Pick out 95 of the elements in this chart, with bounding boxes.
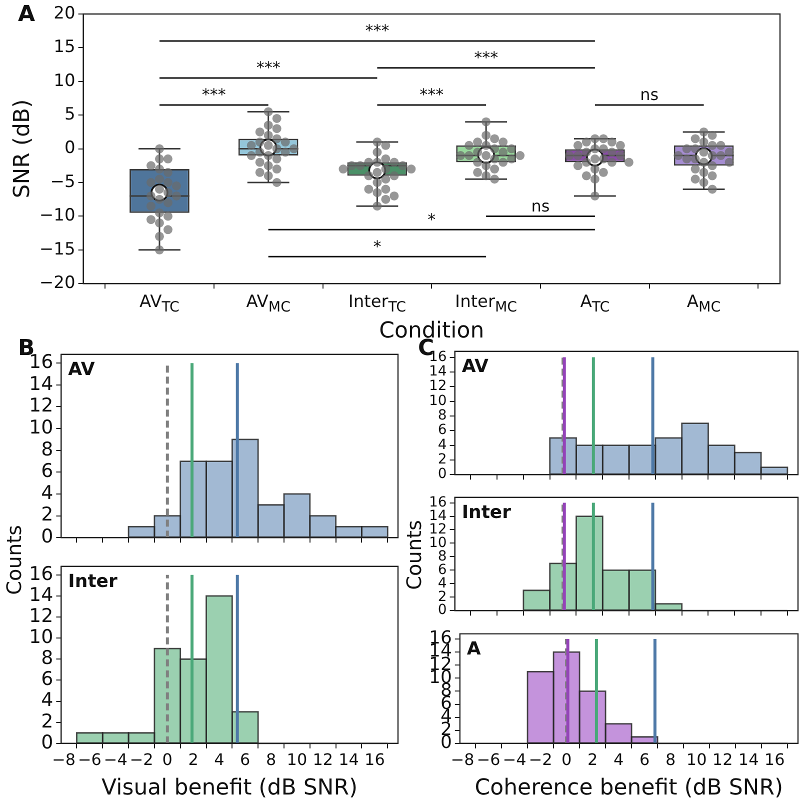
x-tick-label: Inter$_{TC}$ (348, 292, 406, 316)
y-tick-label: 4 (438, 436, 447, 453)
y-tick-label: 2 (438, 588, 447, 605)
x-tick-label: 2 (587, 750, 598, 770)
annotation: * (428, 210, 436, 229)
y-tick-label: 10 (28, 416, 54, 438)
annotation: ns (531, 196, 550, 216)
y-tick-label: 14 (28, 372, 54, 395)
y-tick-label: 16 (28, 562, 54, 585)
x-tick-label: 6 (639, 750, 650, 770)
y-tick-label: 10 (428, 534, 447, 551)
x-tick-label: Inter$_{MC}$ (455, 292, 518, 316)
y-tick-label: 14 (428, 508, 447, 524)
chart-subtitle: AV (68, 359, 95, 380)
x-tick-label: −6 (476, 750, 500, 770)
x-tick-label: −6 (78, 750, 102, 770)
y-tick-label: 14 (428, 364, 447, 380)
x-tick-label: 2 (188, 750, 198, 770)
y-tick-label: 4 (41, 689, 54, 712)
y-tick-label: 12 (28, 394, 54, 417)
x-tick-label: −4 (104, 750, 128, 770)
x-axis-title: Visual benefit (dB SNR) (102, 776, 358, 801)
x-tick-label: 14 (338, 750, 359, 770)
x-tick-label: −8 (450, 750, 474, 770)
y-tick-label: 5 (64, 104, 76, 125)
x-tick-label: −8 (52, 750, 76, 770)
y-tick-label: 16 (428, 494, 447, 510)
x-tick-label: 12 (712, 750, 733, 770)
y-tick-label: 2 (41, 710, 54, 732)
y-tick-label: 6 (438, 422, 447, 438)
annotation: * (373, 236, 382, 256)
annotation: ns (640, 85, 659, 104)
x-tick-label: 14 (738, 750, 759, 770)
y-tick-label: 0 (41, 731, 54, 754)
x-tick-label: 16 (764, 750, 785, 770)
y-tick-label: −10 (39, 206, 76, 226)
chart-subtitle: Inter (462, 502, 512, 524)
y-tick-label: 4 (41, 482, 54, 504)
y-tick-label: 12 (428, 378, 447, 394)
annotation: *** (202, 85, 226, 104)
y-tick-label: 8 (41, 647, 54, 670)
y-tick-label: 0 (438, 602, 447, 618)
annotation: *** (474, 48, 498, 68)
y-tick-label: 8 (41, 438, 54, 460)
x-axis-title: Coherence benefit (dB SNR) (474, 776, 784, 801)
x-tick-label: 6 (240, 750, 250, 770)
y-tick-label: 12 (428, 521, 447, 538)
y-tick-label: 0 (438, 466, 447, 482)
y-axis-title: Counts (402, 520, 426, 590)
x-tick-label: 0 (561, 750, 572, 770)
y-tick-label: 10 (54, 70, 76, 91)
annotation: *** (256, 58, 280, 78)
y-tick-label: 6 (438, 562, 447, 578)
y-tick-label: 6 (41, 668, 54, 690)
x-tick-label: 10 (686, 750, 707, 770)
x-tick-label: AV$_{TC}$ (140, 292, 180, 316)
y-tick-label: 0 (41, 526, 54, 548)
x-tick-label: 4 (214, 750, 224, 770)
y-tick-label: 10 (28, 626, 54, 648)
x-tick-label: 8 (665, 750, 676, 770)
y-axis-title: SNR (dB) (10, 99, 35, 198)
x-tick-label: A$_{TC}$ (580, 292, 610, 316)
chart-title: A (18, 2, 36, 27)
y-tick-label: 2 (41, 504, 54, 526)
y-tick-label: 4 (438, 575, 447, 592)
y-tick-label: 10 (428, 392, 447, 409)
y-tick-label: −15 (39, 239, 76, 260)
chart-subtitle: A (466, 638, 481, 660)
chart-subtitle: Inter (68, 571, 118, 592)
x-tick-label: 8 (266, 750, 276, 770)
x-tick-label: 12 (312, 750, 334, 770)
y-tick-label: 6 (41, 460, 54, 482)
y-tick-label: 14 (28, 584, 54, 606)
y-axis-title: Counts (2, 525, 26, 595)
annotation: *** (420, 85, 444, 104)
annotation: *** (365, 21, 390, 40)
x-tick-label: −2 (130, 750, 154, 770)
x-tick-label: −2 (528, 750, 552, 770)
x-tick-label: 4 (613, 750, 624, 770)
y-tick-label: −5 (50, 172, 76, 192)
y-tick-label: 2 (438, 452, 447, 468)
x-tick-label: A$_{MC}$ (686, 292, 721, 316)
x-tick-label: 10 (286, 750, 308, 770)
x-tick-label: 0 (162, 750, 172, 770)
y-tick-label: 0 (64, 138, 76, 158)
y-tick-label: 12 (28, 604, 54, 627)
chart-subtitle: AV (462, 356, 489, 378)
y-tick-label: 15 (54, 37, 76, 58)
y-tick-label: 8 (438, 408, 447, 424)
x-tick-label: AV$_{MC}$ (246, 292, 290, 316)
x-tick-label: −4 (502, 750, 526, 770)
y-tick-label: 8 (438, 548, 447, 564)
y-tick-label: 20 (54, 3, 76, 24)
y-tick-label: −20 (39, 273, 76, 294)
x-tick-label: 16 (364, 750, 385, 770)
